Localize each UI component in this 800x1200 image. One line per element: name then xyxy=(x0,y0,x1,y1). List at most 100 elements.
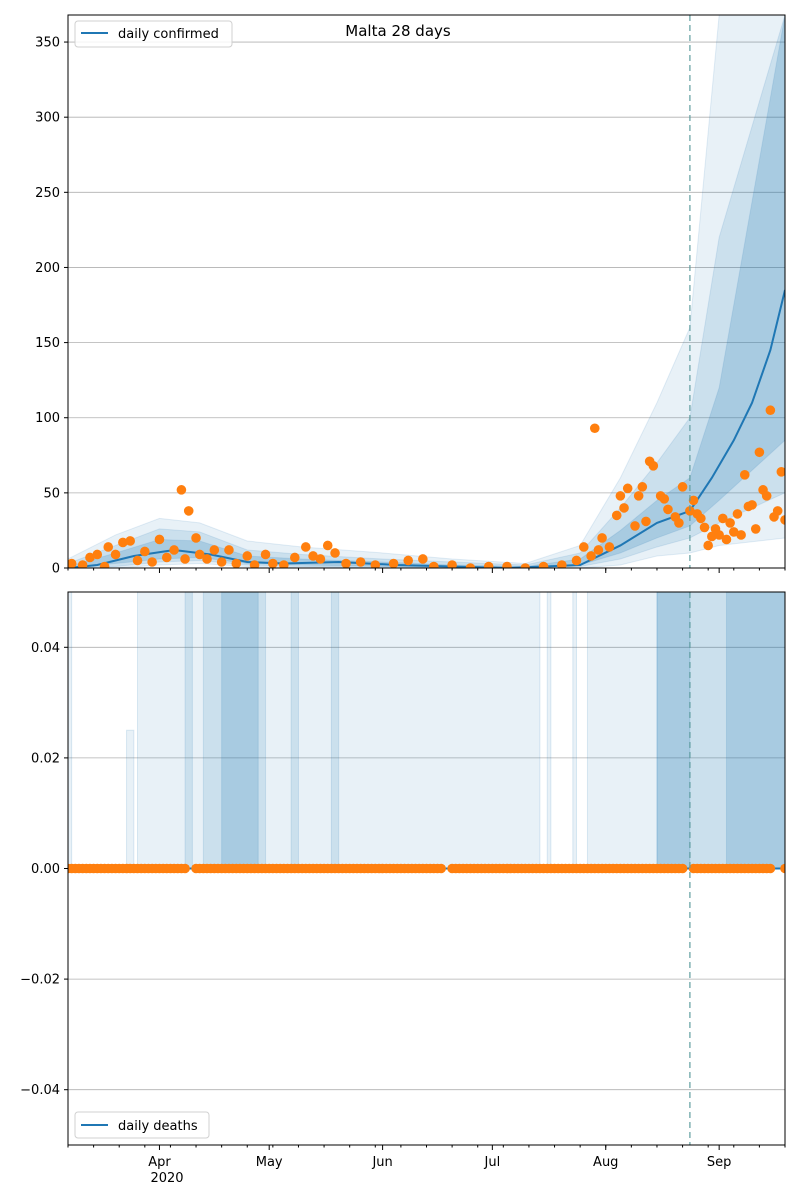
top-data-point xyxy=(176,485,187,495)
top-data-point xyxy=(191,533,201,543)
x-month-label: Jul xyxy=(484,1155,501,1170)
bottom-uncertainty-band xyxy=(656,592,691,869)
top-ytick-label: 100 xyxy=(35,411,60,426)
bottom-uncertainty-band xyxy=(725,592,785,869)
top-data-point xyxy=(703,540,713,551)
chart-title: Malta 28 days xyxy=(345,22,451,40)
top-data-point xyxy=(315,554,326,564)
top-data-point xyxy=(750,524,761,534)
bottom-plot-area xyxy=(68,592,785,1145)
bottom-data-point xyxy=(765,863,776,874)
top-uncertainty-band xyxy=(68,15,785,568)
top-data-point xyxy=(429,561,439,568)
bottom-legend-label: daily deaths xyxy=(118,1119,198,1134)
top-data-point xyxy=(308,551,318,561)
top-legend-label: daily confirmed xyxy=(118,27,219,42)
top-data-point xyxy=(747,500,757,510)
bottom-uncertainty-band xyxy=(330,592,340,869)
top-data-point xyxy=(447,560,457,568)
bottom-uncertainty-band xyxy=(656,592,785,869)
top-data-point xyxy=(92,549,103,560)
top-data-point xyxy=(125,536,135,546)
top-plot-area xyxy=(68,15,785,568)
top-data-point xyxy=(579,542,589,552)
top-data-point xyxy=(140,546,150,557)
top-data-point xyxy=(110,549,121,560)
top-data-point xyxy=(216,557,227,567)
top-data-point xyxy=(279,560,289,568)
x-month-label: Aug xyxy=(593,1155,618,1170)
top-data-point xyxy=(209,545,220,555)
top-legend-box xyxy=(74,20,233,48)
top-data-point xyxy=(180,554,190,564)
top-ytick-label: 300 xyxy=(35,111,60,126)
top-data-point xyxy=(183,506,194,516)
top-data-point xyxy=(761,491,772,501)
bottom-legend-box xyxy=(74,1111,210,1139)
top-data-point xyxy=(765,405,776,416)
top-data-point xyxy=(330,548,340,558)
bottom-ytick-label: −0.02 xyxy=(20,973,60,988)
bottom-uncertainty-band xyxy=(221,592,259,869)
top-data-point xyxy=(776,467,785,477)
top-data-point xyxy=(161,552,172,563)
top-data-point xyxy=(688,495,699,506)
top-data-point xyxy=(699,522,710,533)
top-data-point xyxy=(696,513,706,524)
bottom-uncertainty-band xyxy=(184,592,193,869)
top-data-point xyxy=(538,561,549,568)
bottom-uncertainty-band xyxy=(586,592,785,869)
bottom-uncertainty-band xyxy=(202,592,267,869)
top-data-point xyxy=(589,423,600,434)
top-data-point xyxy=(300,542,311,552)
top-data-point xyxy=(202,554,212,564)
top-ytick-label: 50 xyxy=(43,486,60,501)
top-data-point xyxy=(721,534,732,545)
top-x-axis-ticks xyxy=(67,568,786,573)
top-data-point xyxy=(732,509,743,519)
bottom-legend: daily deaths xyxy=(74,1111,210,1139)
bottom-y-axis: −0.04 −0.02 0.00 0.02 0.04 xyxy=(20,641,68,1098)
top-data-point xyxy=(502,561,512,568)
bottom-data-point xyxy=(180,863,190,874)
top-data-point xyxy=(68,558,77,568)
x-month-label: Jun xyxy=(371,1155,392,1170)
top-data-point xyxy=(772,506,783,516)
bottom-x-axis: Apr May Jun Jul Aug Sep xyxy=(67,1145,786,1170)
top-data-point xyxy=(619,503,629,513)
top-data-point xyxy=(132,555,143,566)
top-data-point xyxy=(780,515,785,525)
bottom-uncertainty-band xyxy=(137,592,541,869)
bottom-ytick-label: 0.02 xyxy=(31,751,60,766)
top-ytick-label: 150 xyxy=(35,336,60,351)
top-data-point xyxy=(370,560,381,568)
top-data-point xyxy=(714,530,724,540)
bottom-ytick-label: −0.04 xyxy=(20,1083,60,1098)
top-data-point xyxy=(355,557,366,567)
top-data-point xyxy=(465,563,476,568)
top-data-point xyxy=(630,521,640,531)
top-data-point xyxy=(249,560,260,568)
top-data-point xyxy=(725,518,735,528)
top-data-point xyxy=(648,461,659,471)
top-data-point xyxy=(707,531,717,542)
top-data-point xyxy=(571,555,582,566)
bottom-ytick-label: 0.04 xyxy=(31,641,60,656)
top-data-point xyxy=(242,551,253,561)
top-data-point xyxy=(403,555,414,566)
top-ytick-label: 250 xyxy=(35,186,60,201)
top-data-point xyxy=(224,545,234,555)
top-data-point xyxy=(622,483,633,494)
top-chart: 0 50 100 150 200 250 300 350 Malta 28 days dail… xyxy=(35,14,786,577)
top-data-point xyxy=(231,558,242,568)
bottom-chart: −0.04 −0.02 0.00 0.02 0.04 Apr May Jun Jul Aug Se… xyxy=(20,591,786,1186)
top-data-point xyxy=(633,491,644,501)
top-data-point xyxy=(483,561,494,568)
top-data-point xyxy=(593,545,604,555)
top-data-point xyxy=(641,516,651,527)
top-data-point xyxy=(169,545,179,555)
bottom-uncertainty-band xyxy=(546,592,552,869)
top-data-point xyxy=(77,560,88,568)
top-y-axis: 0 50 100 150 200 250 300 350 xyxy=(35,36,68,577)
top-data-point xyxy=(388,558,399,568)
